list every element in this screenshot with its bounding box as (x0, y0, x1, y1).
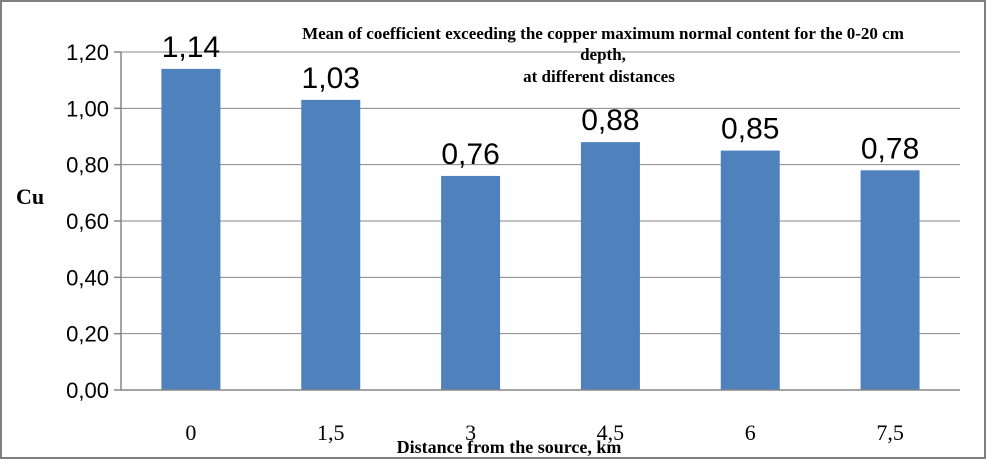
x-tick-label: 0 (185, 420, 196, 445)
bar-7-5 (860, 170, 920, 390)
data-label: 0,76 (441, 138, 499, 171)
y-tick-label: 0,20 (66, 322, 109, 347)
bars (161, 68, 920, 391)
y-axis-title: Cu (16, 184, 44, 209)
x-tick-label: 4,5 (597, 420, 625, 445)
y-tick-label: 0,40 (66, 265, 109, 290)
y-tick-label: 1,20 (66, 40, 109, 65)
x-axis-title: Distance from the source, km (397, 437, 622, 457)
y-tick-labels: 0,00 0,20 0,40 0,60 0,80 1,00 1,20 (66, 40, 121, 403)
chart-title-line-1: Mean of coefficient exceeding the copper… (302, 24, 904, 43)
data-label: 1,14 (162, 31, 220, 64)
data-labels: 1,14 1,03 0,76 0,88 0,85 0,78 (162, 31, 920, 171)
y-tick-label: 0,60 (66, 209, 109, 234)
bar-3 (441, 175, 501, 390)
x-tick-label: 6 (745, 420, 756, 445)
x-tick-label: 3 (465, 420, 476, 445)
x-tick-label: 1,5 (317, 420, 345, 445)
data-label: 1,03 (302, 62, 360, 95)
bar-1-5 (301, 99, 361, 390)
gridlines (121, 51, 960, 335)
y-tick-label: 0,80 (66, 153, 109, 178)
bar-0 (161, 68, 221, 391)
x-tick-label: 7,5 (876, 420, 904, 445)
data-label: 0,85 (721, 113, 779, 146)
chart-title-line-2: depth, (580, 45, 626, 64)
y-tick-label: 1,00 (66, 96, 109, 121)
y-tick-label: 0,00 (66, 378, 109, 403)
bar-4-5 (580, 142, 640, 390)
data-label: 0,88 (581, 104, 639, 137)
data-label: 0,78 (861, 132, 919, 165)
chart-title-line-3: at different distances (523, 67, 675, 86)
bar-6 (720, 150, 780, 390)
x-tick-labels: 0 1,5 3 4,5 6 7,5 (185, 420, 903, 445)
